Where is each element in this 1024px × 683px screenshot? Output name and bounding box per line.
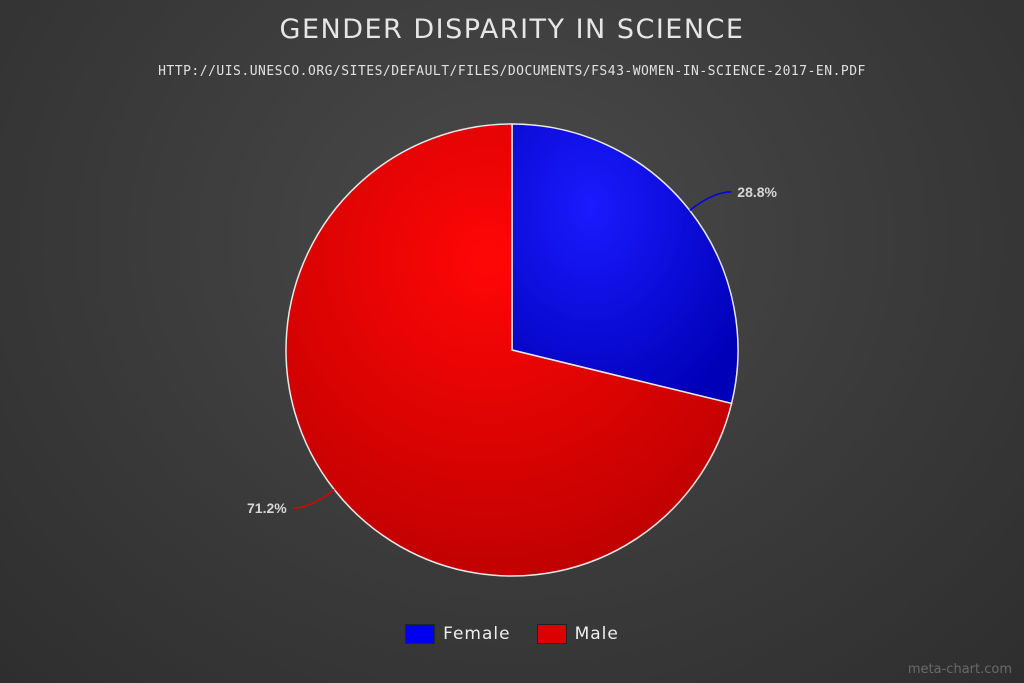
- legend-swatch-male: [536, 624, 567, 644]
- data-label-female: 28.8%: [737, 184, 777, 200]
- data-label-male: 71.2%: [247, 500, 287, 516]
- pie-slice-male[interactable]: [285, 123, 733, 577]
- leader-line-female: [689, 191, 732, 211]
- leader-line-male: [292, 489, 335, 509]
- legend-label-female: Female: [443, 624, 511, 644]
- chart-title: GENDER DISPARITY IN SCIENCE: [279, 14, 745, 45]
- pie-slice-female[interactable]: [511, 123, 739, 405]
- legend-item-female[interactable]: Female: [405, 624, 510, 644]
- legend-swatch-female: [405, 624, 436, 644]
- legend-label-male: Male: [574, 624, 619, 644]
- legend-item-male[interactable]: Male: [536, 624, 619, 644]
- legend: Female Male: [0, 624, 1024, 644]
- watermark: meta-chart.com: [907, 662, 1012, 677]
- chart-subtitle: HTTP://UIS.UNESCO.ORG/SITES/DEFAULT/FILE…: [158, 64, 866, 79]
